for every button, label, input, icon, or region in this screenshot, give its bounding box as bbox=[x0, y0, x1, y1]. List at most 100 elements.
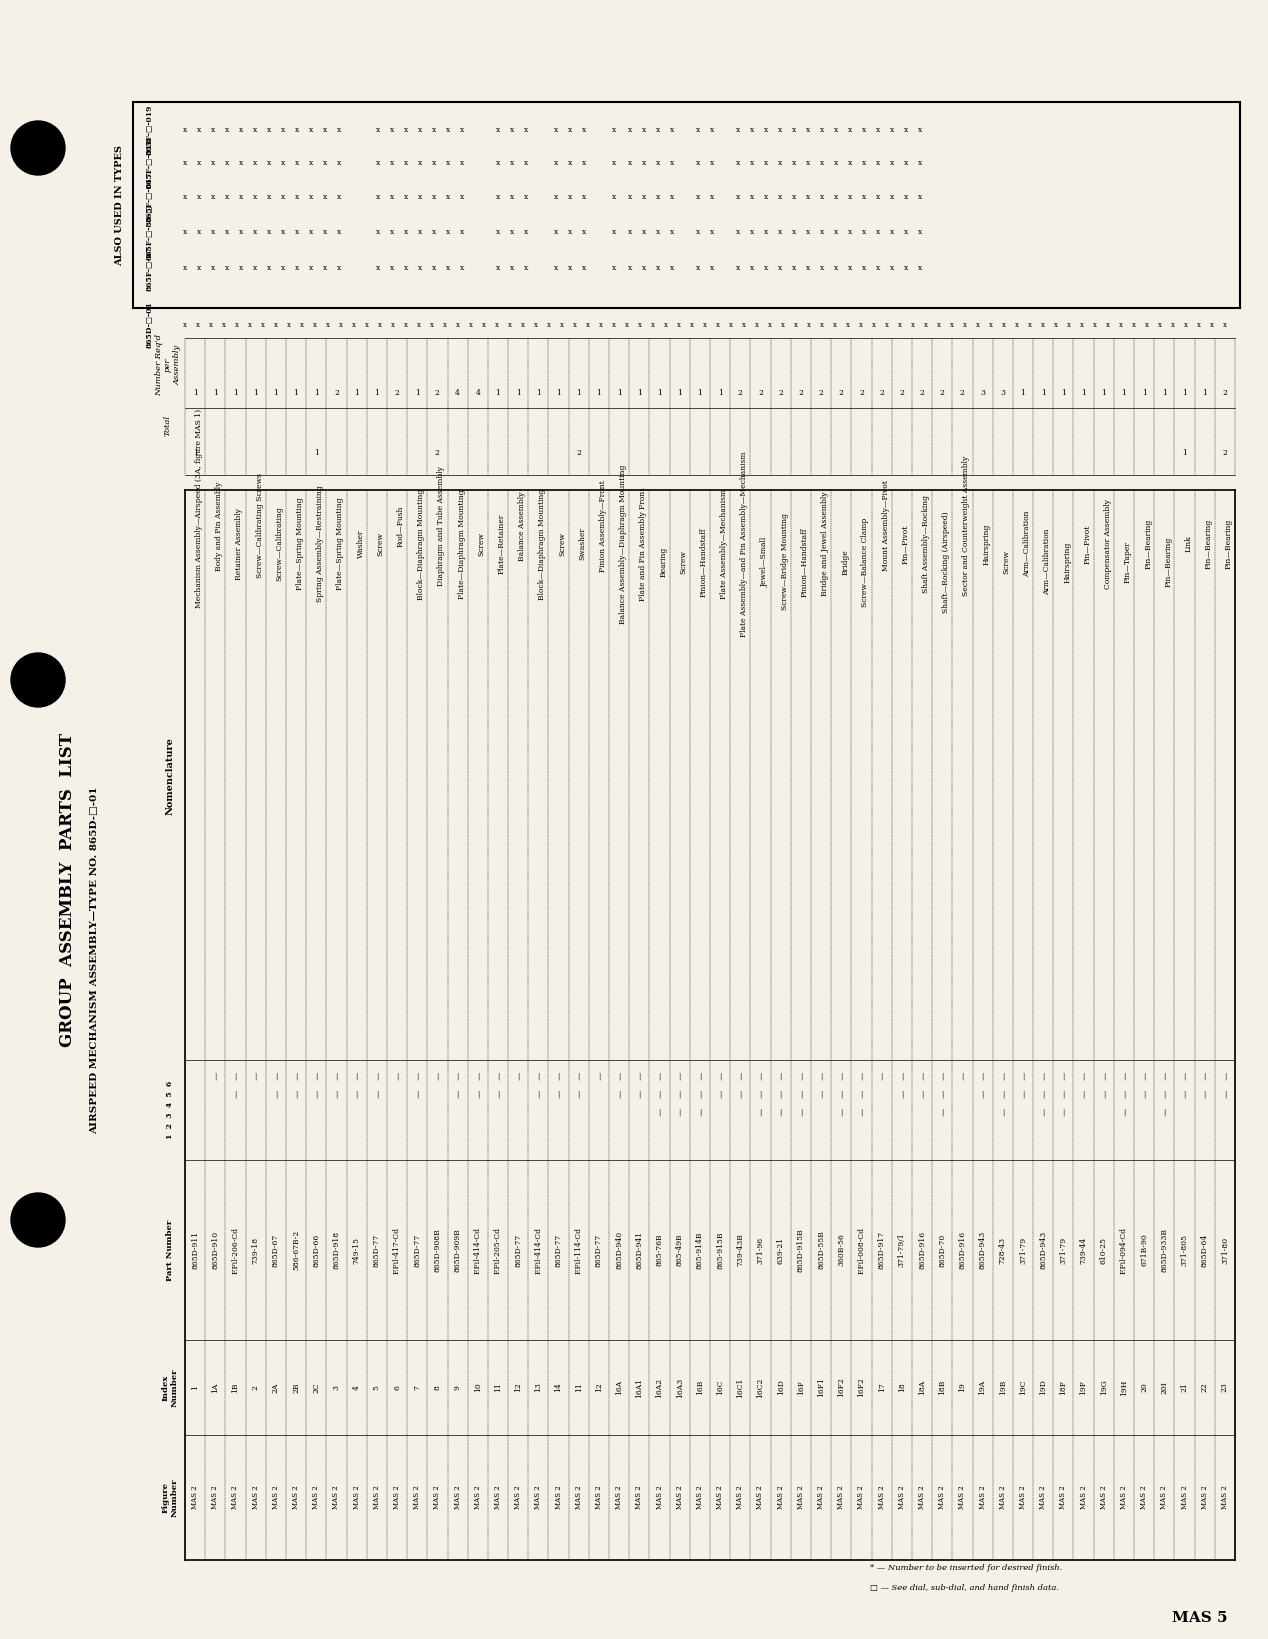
Text: 16C2: 16C2 bbox=[757, 1377, 765, 1398]
Text: x: x bbox=[1014, 321, 1019, 329]
Text: |: | bbox=[1163, 1074, 1165, 1082]
Text: x: x bbox=[183, 228, 188, 236]
Text: 11: 11 bbox=[495, 1383, 502, 1393]
Text: x: x bbox=[710, 126, 714, 134]
Text: 1: 1 bbox=[677, 388, 682, 397]
Text: |: | bbox=[1002, 1074, 1004, 1082]
Text: Plate—Spring Mounting: Plate—Spring Mounting bbox=[295, 498, 304, 590]
Text: MAS 2: MAS 2 bbox=[1079, 1485, 1088, 1510]
Text: x: x bbox=[638, 321, 642, 329]
Text: x: x bbox=[249, 321, 252, 329]
Text: x: x bbox=[806, 228, 810, 236]
Text: Screw: Screw bbox=[559, 533, 567, 556]
Text: x: x bbox=[197, 126, 202, 134]
Text: 2: 2 bbox=[919, 388, 924, 397]
Text: x: x bbox=[664, 321, 668, 329]
Text: MAS 2: MAS 2 bbox=[534, 1485, 543, 1510]
Text: x: x bbox=[460, 264, 464, 272]
Text: x: x bbox=[418, 228, 422, 236]
Text: 865D-915B: 865D-915B bbox=[796, 1228, 805, 1272]
Text: x: x bbox=[418, 264, 422, 272]
Text: x: x bbox=[446, 264, 450, 272]
Text: 865D-909B: 865D-909B bbox=[454, 1228, 462, 1272]
Text: Screw: Screw bbox=[377, 533, 384, 556]
Text: 16D: 16D bbox=[777, 1380, 785, 1395]
Text: x: x bbox=[1172, 321, 1175, 329]
Text: |: | bbox=[941, 1110, 943, 1118]
Text: x: x bbox=[510, 159, 514, 167]
Text: x: x bbox=[547, 321, 552, 329]
Text: x: x bbox=[806, 126, 810, 134]
Text: MAS 2: MAS 2 bbox=[1019, 1485, 1027, 1510]
Text: |: | bbox=[1042, 1074, 1045, 1082]
Text: x: x bbox=[918, 126, 922, 134]
Text: 749-15: 749-15 bbox=[353, 1236, 360, 1264]
Text: |: | bbox=[841, 1110, 842, 1118]
Text: x: x bbox=[763, 228, 768, 236]
Text: x: x bbox=[460, 193, 464, 202]
Text: x: x bbox=[735, 126, 741, 134]
Text: x: x bbox=[777, 193, 782, 202]
Text: x: x bbox=[560, 321, 564, 329]
Text: x: x bbox=[210, 193, 216, 202]
Circle shape bbox=[11, 652, 65, 706]
Text: Spring Assembly—Restraining: Spring Assembly—Restraining bbox=[316, 485, 325, 603]
Text: Link: Link bbox=[1184, 536, 1192, 552]
Text: 1: 1 bbox=[1161, 388, 1167, 397]
Text: |: | bbox=[1203, 1074, 1206, 1082]
Text: |: | bbox=[760, 1074, 762, 1082]
Text: 2: 2 bbox=[435, 449, 440, 457]
Text: x: x bbox=[918, 228, 922, 236]
Text: x: x bbox=[389, 228, 394, 236]
Text: MAS 2: MAS 2 bbox=[574, 1485, 583, 1510]
Text: x: x bbox=[806, 193, 810, 202]
Text: x: x bbox=[876, 126, 880, 134]
Text: |: | bbox=[860, 1092, 862, 1100]
Text: 1: 1 bbox=[415, 388, 420, 397]
Text: |: | bbox=[1002, 1092, 1004, 1100]
Text: x: x bbox=[848, 193, 852, 202]
Text: x: x bbox=[735, 159, 741, 167]
Text: x: x bbox=[295, 126, 299, 134]
Text: Hairspring: Hairspring bbox=[983, 523, 990, 565]
Text: MAS 2: MAS 2 bbox=[1040, 1485, 1047, 1510]
Text: 2: 2 bbox=[394, 388, 399, 397]
Text: 1: 1 bbox=[313, 388, 318, 397]
Text: 23: 23 bbox=[1221, 1383, 1229, 1393]
Text: x: x bbox=[820, 264, 824, 272]
Text: x: x bbox=[642, 264, 647, 272]
Text: x: x bbox=[904, 193, 908, 202]
Text: |: | bbox=[981, 1092, 984, 1100]
Text: 739-18: 739-18 bbox=[251, 1236, 260, 1264]
Text: 20: 20 bbox=[1140, 1383, 1148, 1393]
Text: 1: 1 bbox=[516, 388, 521, 397]
Text: x: x bbox=[266, 159, 271, 167]
Text: x: x bbox=[806, 159, 810, 167]
Text: x: x bbox=[582, 126, 586, 134]
Text: x: x bbox=[650, 321, 656, 329]
Text: 371-80: 371-80 bbox=[1221, 1236, 1229, 1264]
Text: Screw: Screw bbox=[1003, 551, 1011, 574]
Text: x: x bbox=[446, 126, 450, 134]
Text: MAS 2: MAS 2 bbox=[716, 1485, 724, 1510]
Text: x: x bbox=[496, 193, 500, 202]
Text: |: | bbox=[597, 1074, 600, 1082]
Text: x: x bbox=[1132, 321, 1136, 329]
Text: x: x bbox=[656, 159, 661, 167]
Text: x: x bbox=[612, 228, 616, 236]
Text: Screw—Balance Clamp: Screw—Balance Clamp bbox=[861, 518, 870, 606]
Text: x: x bbox=[656, 126, 661, 134]
Text: Plate and Pin Assembly Front: Plate and Pin Assembly Front bbox=[639, 487, 648, 600]
Text: x: x bbox=[628, 193, 633, 202]
Text: |: | bbox=[517, 1074, 520, 1082]
Text: AIRSPEED MECHANISM ASSEMBLY—TYPE NO. 865D-□-01: AIRSPEED MECHANISM ASSEMBLY—TYPE NO. 865… bbox=[90, 787, 99, 1134]
Text: |: | bbox=[1224, 1092, 1226, 1100]
Text: x: x bbox=[862, 193, 866, 202]
Text: x: x bbox=[568, 228, 572, 236]
Text: 2A: 2A bbox=[271, 1382, 280, 1393]
Text: x: x bbox=[1054, 321, 1058, 329]
Text: x: x bbox=[295, 228, 299, 236]
Text: |: | bbox=[1083, 1074, 1084, 1082]
Text: x: x bbox=[183, 126, 188, 134]
Text: 2: 2 bbox=[333, 388, 339, 397]
